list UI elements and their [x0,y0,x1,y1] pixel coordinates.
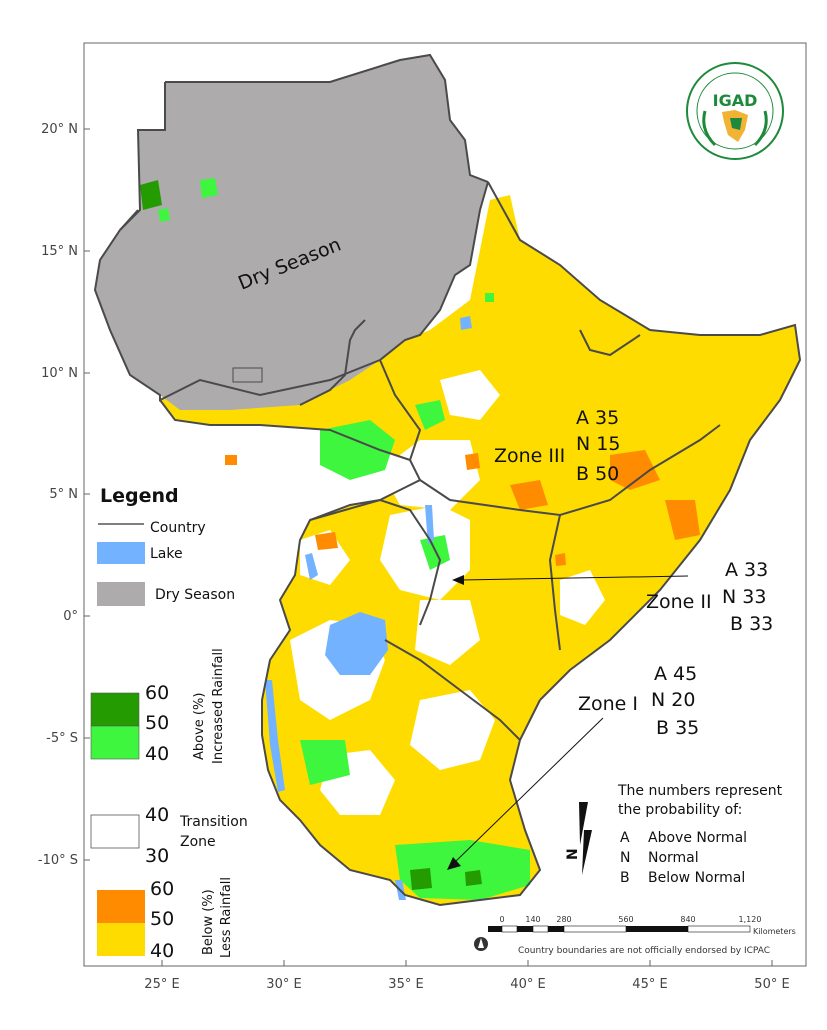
scale-tick: 0 [499,915,504,924]
note-text: Below Normal [648,870,745,886]
lon-label: 50° E [754,977,789,992]
lon-label: 25° E [144,977,179,992]
lon-label: 30° E [266,977,301,992]
zone-1-arrowhead [447,857,461,870]
lake-tanganyika [265,680,285,792]
probability-note: The numbers represent the probability of… [617,783,783,886]
note-text: Normal [648,850,699,866]
map-frame [83,42,807,967]
legend-country-label: Country [150,520,206,536]
logo-text: IGAD [713,91,758,110]
legend-lake-swatch [97,542,145,564]
scale-tick: 560 [618,915,633,924]
credit-text: Country boundaries are not officially en… [518,946,770,956]
zone-1: Zone I A 45 N 20 B 35 [447,663,699,870]
zone-2-pointer [461,575,689,581]
legend-transition-sublabel: Zone [180,834,216,850]
scale-tick: 1,120 [739,915,762,924]
legend-above-60-swatch [90,692,140,727]
zone-2-name: Zone II [646,591,712,613]
zone-2-a: A 33 [725,559,768,581]
legend-transition-swatch [90,814,140,849]
scale-bar: 0 140 280 560 840 1,120 Kilometers [488,915,796,936]
note-key: B [620,870,630,886]
scale-tick: 140 [525,915,540,924]
legend-above-40-swatch [90,725,140,760]
note-key: A [620,830,630,846]
zone-1-a: A 45 [654,663,697,685]
legend-below-label: Below (%) [201,889,216,955]
legend-transition-value: 30 [145,845,169,867]
note-line-1: The numbers represent [617,783,783,799]
legend-above-value: 60 [145,682,169,704]
lat-label: 5° N [49,487,78,502]
legend-below-60-swatch [97,890,145,923]
zone-2-n: N 33 [722,586,766,608]
lat-label: 20° N [41,122,78,137]
lat-label: 15° N [41,244,78,259]
legend-below-value: 50 [150,908,174,930]
longitude-axis: 25° E 30° E 35° E 40° E 45° E 50° E [144,960,790,992]
zone-1-n: N 20 [651,689,695,711]
legend-above-label: Above (%) [192,693,207,760]
legend-below-sublabel: Less Rainfall [219,877,234,958]
zone-2-arrowhead [452,575,464,585]
dry-season-area [95,55,488,410]
legend-below-value: 60 [150,878,174,900]
zone-1-name: Zone I [578,693,638,715]
legend-above-sublabel: Increased Rainfall [211,648,226,764]
lat-label: -10° S [38,853,78,868]
legend-lake-label: Lake [150,546,183,562]
legend-above-value: 40 [145,743,169,765]
north-letter: N [565,848,581,860]
scale-unit: Kilometers [753,927,796,936]
zone-3-a: A 35 [576,407,619,429]
lat-label: 10° N [41,366,78,381]
lake-albert [305,553,318,580]
below-normal-high-areas [225,450,700,566]
country-borders [93,53,802,907]
above-normal-areas [140,178,530,900]
note-key: N [620,850,630,866]
legend-transition-value: 40 [145,804,169,826]
legend-above-value: 50 [145,712,169,734]
legend-transition-label: Transition [179,814,248,830]
lon-label: 40° E [510,977,545,992]
note-line-2: the probability of: [618,802,742,818]
zone-2-b: B 33 [730,613,773,635]
scale-tick: 280 [556,915,571,924]
legend: Legend Country Lake Dry Season 60 50 40 … [90,485,248,962]
zone-1-b: B 35 [656,717,699,739]
lon-label: 35° E [388,977,423,992]
note-text: Above Normal [648,830,747,846]
compass-icon [474,937,488,951]
zone-3-n: N 15 [576,433,620,455]
zone-3: Zone III A 35 N 15 B 50 [494,407,620,485]
lat-label: 0° [63,609,78,624]
legend-dry-swatch [97,582,145,606]
igad-logo: IGAD [686,62,784,160]
zone-2: Zone II A 33 N 33 B 33 [452,559,773,635]
lake-tana [460,316,472,330]
north-arrow-icon: N [565,802,592,875]
zone-1-pointer [454,717,604,863]
legend-dry-label: Dry Season [155,587,235,603]
zone-3-b: B 50 [576,463,619,485]
legend-below-40-swatch [97,923,145,956]
latitude-axis: 20° N 15° N 10° N 5° N 0° -5° S -10° S [38,122,90,868]
below-normal-area [160,195,800,905]
region-land [95,55,800,905]
legend-title: Legend [100,485,179,507]
legend-below-value: 40 [150,940,174,962]
lake-victoria [325,612,388,675]
scale-tick: 840 [680,915,695,924]
lon-label: 45° E [632,977,667,992]
lat-label: -5° S [46,731,78,746]
zone-3-name: Zone III [494,445,565,467]
